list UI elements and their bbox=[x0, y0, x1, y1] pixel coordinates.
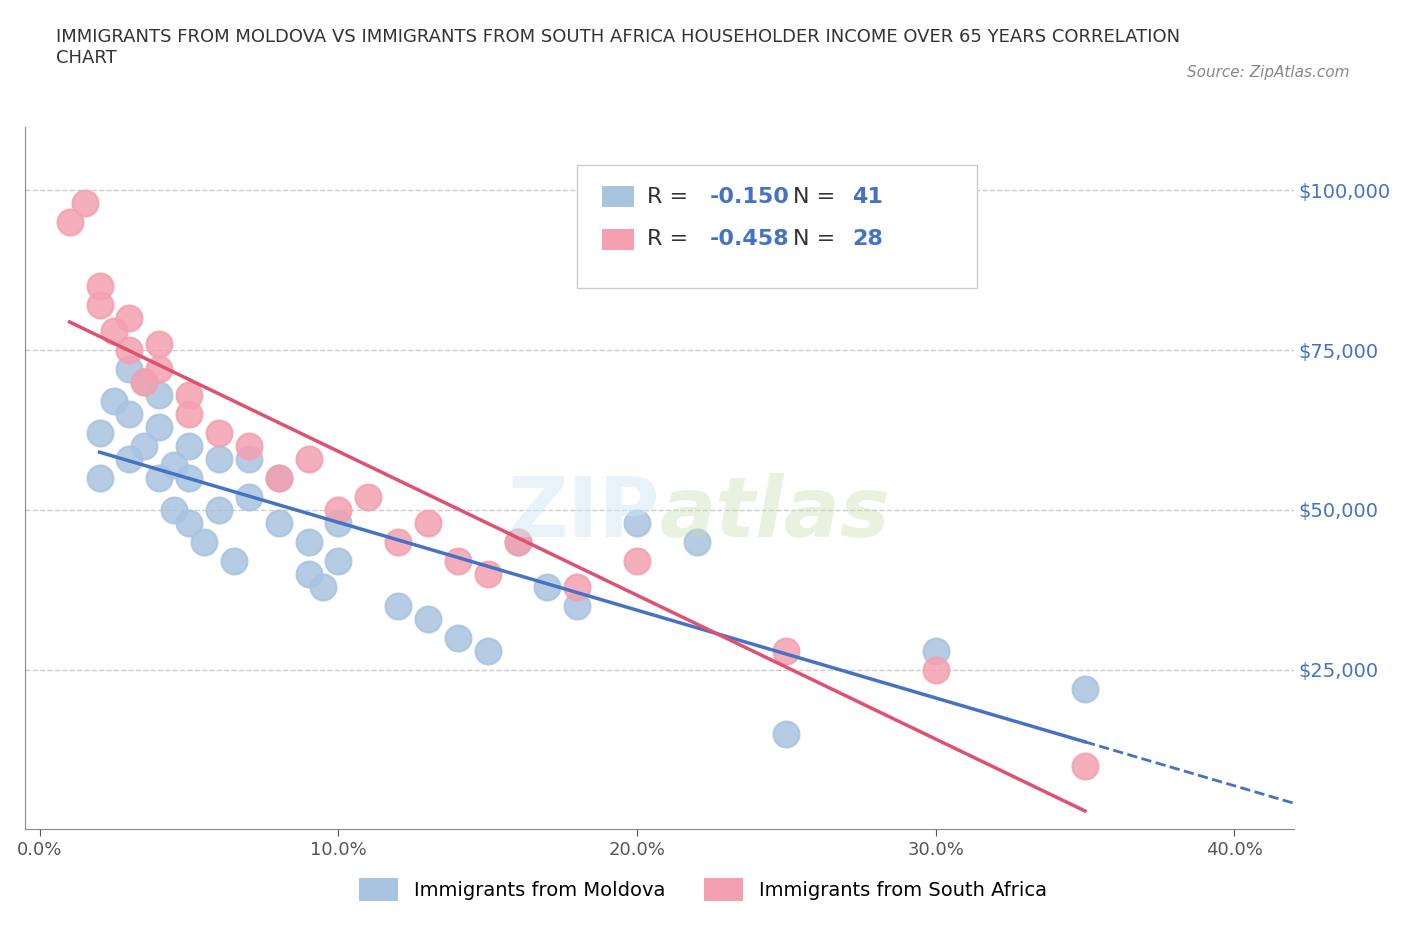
Text: 41: 41 bbox=[852, 187, 883, 206]
Point bbox=[134, 439, 156, 454]
Point bbox=[148, 362, 170, 377]
Text: -0.458: -0.458 bbox=[710, 229, 790, 249]
Point bbox=[148, 337, 170, 352]
Point bbox=[924, 662, 946, 677]
Text: Source: ZipAtlas.com: Source: ZipAtlas.com bbox=[1187, 65, 1350, 80]
Point bbox=[686, 535, 709, 550]
Point bbox=[506, 535, 529, 550]
Point bbox=[1074, 682, 1097, 697]
Point bbox=[312, 579, 335, 594]
Point bbox=[328, 515, 350, 530]
Point bbox=[118, 451, 141, 466]
Legend: Immigrants from Moldova, Immigrants from South Africa: Immigrants from Moldova, Immigrants from… bbox=[350, 868, 1056, 911]
Point bbox=[179, 471, 201, 485]
Point bbox=[626, 553, 648, 568]
Point bbox=[179, 388, 201, 403]
Point bbox=[179, 515, 201, 530]
Text: atlas: atlas bbox=[659, 472, 890, 553]
Text: N =: N = bbox=[793, 187, 842, 206]
Text: IMMIGRANTS FROM MOLDOVA VS IMMIGRANTS FROM SOUTH AFRICA HOUSEHOLDER INCOME OVER : IMMIGRANTS FROM MOLDOVA VS IMMIGRANTS FR… bbox=[56, 28, 1181, 67]
Point bbox=[536, 579, 558, 594]
Point bbox=[179, 406, 201, 421]
Point bbox=[118, 343, 141, 358]
Point bbox=[103, 324, 125, 339]
Point bbox=[134, 375, 156, 390]
Point bbox=[118, 311, 141, 325]
FancyBboxPatch shape bbox=[576, 166, 977, 288]
Point bbox=[267, 515, 290, 530]
Point bbox=[924, 643, 946, 658]
Point bbox=[267, 471, 290, 485]
Text: R =: R = bbox=[647, 229, 695, 249]
Point bbox=[73, 196, 96, 211]
Point bbox=[148, 419, 170, 434]
Point bbox=[208, 426, 231, 441]
Point bbox=[89, 279, 111, 294]
Point bbox=[477, 643, 499, 658]
Point bbox=[387, 598, 409, 613]
Point bbox=[267, 471, 290, 485]
Point bbox=[297, 566, 319, 581]
Point bbox=[118, 362, 141, 377]
Point bbox=[567, 579, 589, 594]
Point bbox=[208, 502, 231, 517]
FancyBboxPatch shape bbox=[602, 186, 634, 207]
Point bbox=[148, 388, 170, 403]
Point bbox=[118, 406, 141, 421]
Point bbox=[148, 471, 170, 485]
Point bbox=[89, 471, 111, 485]
Point bbox=[163, 458, 186, 472]
Text: ZIP: ZIP bbox=[508, 472, 659, 553]
Point bbox=[208, 451, 231, 466]
Point bbox=[193, 535, 215, 550]
Text: 28: 28 bbox=[852, 229, 883, 249]
Point bbox=[297, 451, 319, 466]
Point bbox=[238, 439, 260, 454]
Point bbox=[238, 451, 260, 466]
Point bbox=[134, 375, 156, 390]
Point bbox=[447, 631, 470, 645]
FancyBboxPatch shape bbox=[602, 229, 634, 249]
Point bbox=[238, 490, 260, 505]
Point bbox=[775, 726, 797, 741]
Point bbox=[506, 535, 529, 550]
Point bbox=[626, 515, 648, 530]
Point bbox=[357, 490, 380, 505]
Point bbox=[163, 502, 186, 517]
Text: R =: R = bbox=[647, 187, 695, 206]
Point bbox=[387, 535, 409, 550]
Point bbox=[567, 598, 589, 613]
Text: -0.150: -0.150 bbox=[710, 187, 790, 206]
Point bbox=[775, 643, 797, 658]
Text: N =: N = bbox=[793, 229, 842, 249]
Point bbox=[59, 215, 82, 230]
Point bbox=[89, 426, 111, 441]
Point bbox=[447, 553, 470, 568]
Point bbox=[1074, 758, 1097, 773]
Point bbox=[416, 611, 439, 626]
Point bbox=[477, 566, 499, 581]
Point bbox=[328, 553, 350, 568]
Point bbox=[328, 502, 350, 517]
Point bbox=[416, 515, 439, 530]
Point bbox=[222, 553, 245, 568]
Point bbox=[297, 535, 319, 550]
Point bbox=[103, 394, 125, 409]
Point bbox=[179, 439, 201, 454]
Point bbox=[89, 298, 111, 312]
